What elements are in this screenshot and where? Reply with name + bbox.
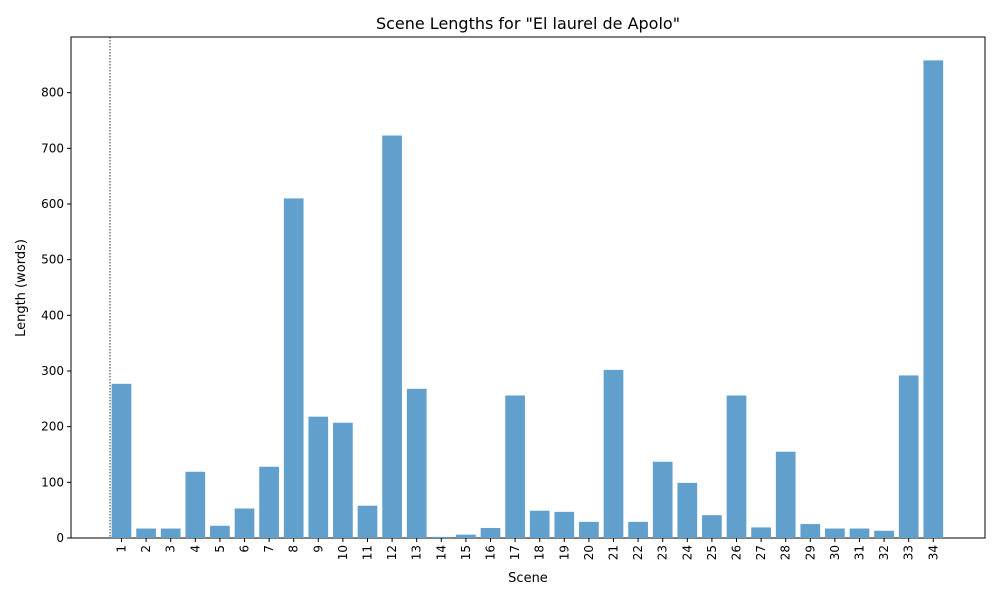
x-tick-label: 28 <box>779 545 793 560</box>
y-axis-label: Length (words) <box>14 239 29 337</box>
x-tick-label: 15 <box>459 545 473 560</box>
bar-scene-8 <box>283 198 304 538</box>
x-tick-label: 11 <box>361 545 375 560</box>
bar-scene-34 <box>923 60 944 538</box>
bar-scene-27 <box>751 527 771 538</box>
x-tick-label: 5 <box>213 545 227 553</box>
plot-area <box>70 36 986 539</box>
x-tick-label: 1 <box>115 545 129 553</box>
bar-scene-22 <box>628 521 648 538</box>
bar-scene-6 <box>234 508 255 538</box>
x-tick-label: 6 <box>238 545 252 553</box>
bar-scene-10 <box>333 422 353 538</box>
x-tick-label: 21 <box>607 545 621 560</box>
bar-scene-28 <box>775 451 796 538</box>
bar-scene-19 <box>554 511 575 538</box>
x-tick-label: 19 <box>557 545 571 560</box>
x-tick-label: 18 <box>533 545 547 560</box>
x-tick-label: 30 <box>828 545 842 560</box>
bar-scene-31 <box>849 528 870 538</box>
x-tick-label: 24 <box>680 545 694 560</box>
bar-scene-11 <box>357 505 378 538</box>
bar-scene-2 <box>136 528 156 538</box>
bar-scene-13 <box>406 388 427 538</box>
y-tick-label: 700 <box>41 141 64 155</box>
chart-title: Scene Lengths for "El laurel de Apolo" <box>376 14 680 33</box>
x-tick-label: 9 <box>311 545 325 553</box>
x-tick-label: 33 <box>902 545 916 560</box>
plot-frame <box>70 36 986 539</box>
bar-scene-1 <box>111 383 132 538</box>
x-tick-label: 12 <box>385 545 399 560</box>
x-axis-ticks: 1 2 3 4 5 6 7 8 9 10 11 12 13 14 15 16 17 18 19 20 21 22 23 24 2… <box>115 538 940 560</box>
x-tick-label: 2 <box>139 545 153 553</box>
x-tick-label: 22 <box>631 545 645 560</box>
bar-scene-9 <box>308 416 329 538</box>
bar-scene-25 <box>702 515 722 538</box>
bar-scene-12 <box>382 135 402 538</box>
x-tick-label: 7 <box>262 545 276 553</box>
bar-scene-4 <box>185 471 206 538</box>
y-tick-label: 600 <box>41 197 64 211</box>
bar-scene-21 <box>603 369 624 538</box>
x-tick-label: 25 <box>705 545 719 560</box>
x-tick-label: 23 <box>656 545 670 560</box>
x-axis-label: Scene <box>508 571 548 586</box>
bar-scene-3 <box>160 528 181 538</box>
bar-scene-15 <box>456 534 476 538</box>
bar-scene-26 <box>726 395 747 538</box>
bar-scene-18 <box>529 510 550 538</box>
y-axis-ticks: 0 100 200 300 400 500 600 700 800 <box>41 86 71 545</box>
x-tick-label: 31 <box>853 545 867 560</box>
bar-scene-16 <box>480 527 501 538</box>
x-tick-label: 27 <box>754 545 768 560</box>
y-tick-label: 800 <box>41 86 64 100</box>
y-tick-label: 0 <box>56 531 64 545</box>
bar-scene-7 <box>259 466 279 538</box>
y-tick-label: 400 <box>41 308 64 322</box>
x-tick-label: 3 <box>164 545 178 553</box>
bar-scene-33 <box>898 375 919 538</box>
x-tick-label: 16 <box>484 545 498 560</box>
x-tick-label: 20 <box>582 545 596 560</box>
bar-scene-14 <box>431 536 452 538</box>
y-tick-label: 300 <box>41 364 64 378</box>
x-tick-label: 13 <box>410 545 424 560</box>
x-tick-label: 14 <box>434 545 448 560</box>
y-tick-label: 500 <box>41 253 64 267</box>
bar-scene-17 <box>505 395 525 538</box>
x-tick-label: 4 <box>188 545 202 553</box>
bar-scene-23 <box>652 461 673 538</box>
x-tick-label: 32 <box>877 545 891 560</box>
x-tick-label: 26 <box>730 545 744 560</box>
x-tick-label: 8 <box>287 545 301 553</box>
y-tick-label: 100 <box>41 475 64 489</box>
x-tick-label: 17 <box>508 545 522 560</box>
x-tick-label: 29 <box>803 545 817 560</box>
x-tick-label: 34 <box>926 545 940 560</box>
y-tick-label: 200 <box>41 420 64 434</box>
bars-group <box>111 60 944 538</box>
bar-scene-29 <box>800 524 821 538</box>
bar-scene-32 <box>874 530 894 538</box>
bar-scene-24 <box>677 482 698 538</box>
bar-scene-20 <box>579 521 599 538</box>
bar-scene-5 <box>210 525 230 538</box>
x-tick-label: 10 <box>336 545 350 560</box>
bar-scene-30 <box>825 528 845 538</box>
